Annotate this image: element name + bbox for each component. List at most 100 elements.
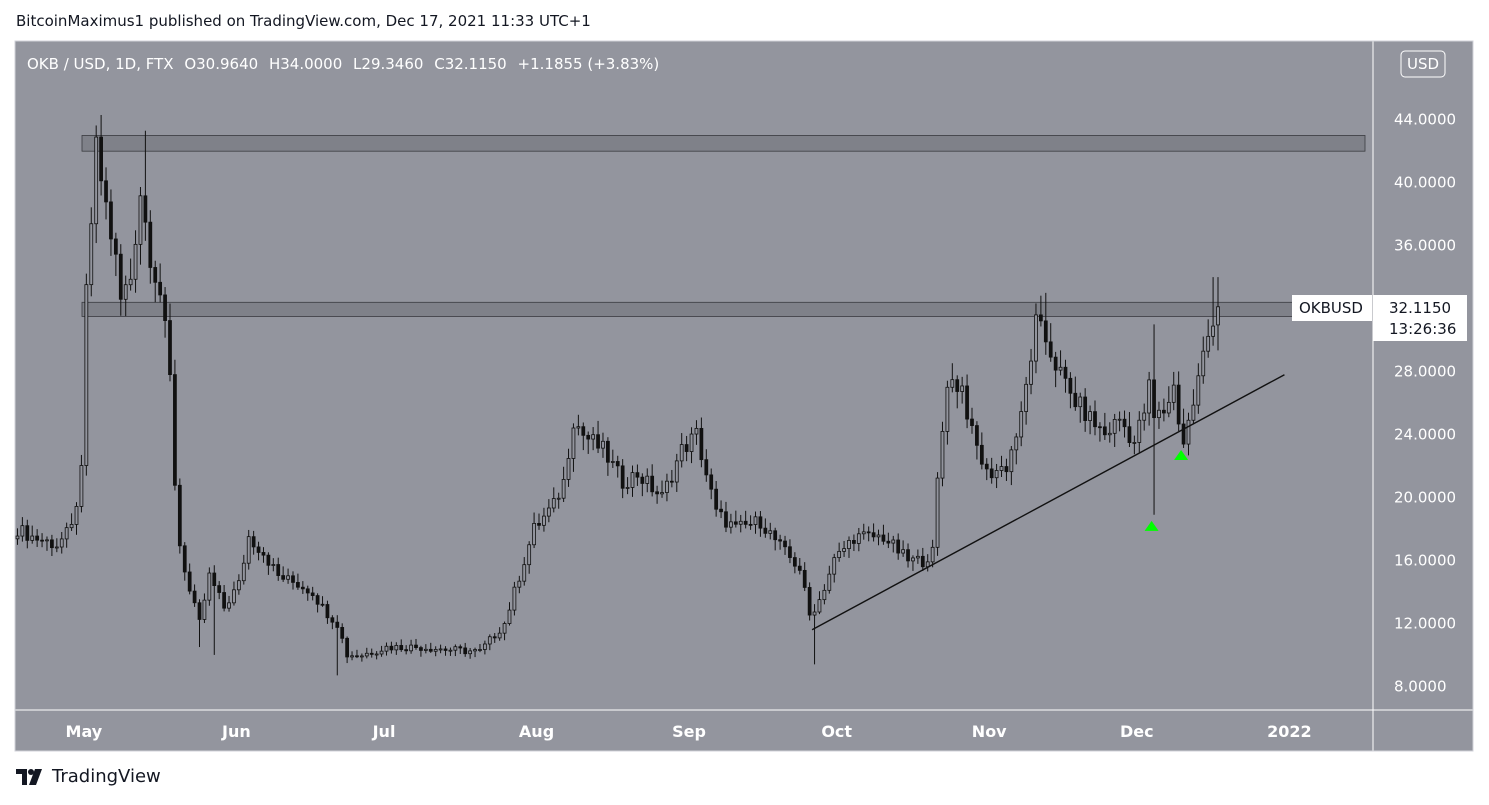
candle-body-down [163, 294, 167, 321]
candle-body-up [689, 433, 694, 452]
candle [30, 525, 35, 544]
candle-body-down [104, 180, 108, 203]
candle-body-up [915, 555, 920, 559]
candle [753, 511, 758, 534]
candle-body-up [1024, 383, 1028, 412]
candle-body-up [630, 472, 635, 488]
candle-body-down [113, 238, 118, 255]
candle-body-up [940, 431, 945, 479]
candle-body-down [699, 427, 704, 461]
plot-background[interactable] [15, 41, 1373, 710]
candle-body-down [1122, 418, 1127, 428]
candle [778, 534, 782, 550]
candle [719, 500, 723, 519]
candle-body-up [911, 557, 915, 562]
price-axis-background[interactable] [1373, 41, 1473, 710]
candle-body-up [660, 492, 664, 495]
candle [684, 435, 689, 462]
candle [473, 647, 477, 658]
candle-body-up [960, 385, 965, 392]
candle-body-up [832, 557, 837, 575]
candle-body-up [1166, 401, 1171, 414]
candle-body-up [610, 461, 615, 463]
candle [414, 638, 418, 650]
candle [994, 463, 999, 489]
candle-body-up [601, 440, 605, 449]
candle [197, 599, 202, 648]
candle [935, 472, 940, 556]
candle-body-down [281, 575, 286, 580]
candle [443, 646, 448, 656]
time-axis-background[interactable] [15, 710, 1373, 751]
candle-body-down [763, 527, 768, 534]
candle-body-down [871, 532, 876, 538]
candle-body-down [399, 645, 404, 651]
candle-body-down [615, 461, 620, 467]
axis-corner [1373, 710, 1473, 751]
candle-body-down [463, 647, 468, 655]
candle [1102, 412, 1107, 440]
candle [1083, 388, 1088, 432]
candle [369, 648, 374, 658]
time-tick-labels: May Jun Jul Aug Sep Oct Nov Dec 2022 [66, 722, 1312, 741]
candle [714, 481, 719, 517]
candle [448, 647, 453, 656]
candle-body-up [999, 466, 1004, 471]
candle [458, 644, 463, 654]
candle [630, 465, 635, 497]
candle [281, 566, 286, 582]
candle [256, 541, 261, 561]
candle-body-up [674, 460, 679, 483]
candle [532, 512, 536, 549]
resistance-zone-1 [81, 135, 1366, 152]
zones-layer [81, 135, 1366, 317]
candle [25, 519, 30, 549]
candle [596, 420, 600, 454]
candle-body-down [1043, 320, 1048, 343]
candle-body-up [546, 507, 551, 517]
candle-body-down [315, 595, 320, 605]
candle [738, 514, 743, 533]
candle-body-up [1137, 419, 1142, 443]
candle [906, 543, 910, 568]
candle [571, 423, 576, 472]
candle [276, 557, 281, 581]
candle-body-down [984, 463, 989, 470]
candle [1043, 292, 1048, 355]
candle-body-up [768, 530, 773, 534]
candle-body-down [773, 530, 778, 541]
candle [837, 542, 842, 562]
price-tick-labels: 8.0000 12.0000 16.0000 20.0000 24.0000 28.000… [1394, 111, 1456, 696]
candle-body-up [1196, 375, 1201, 406]
candle [74, 502, 79, 535]
candle [153, 260, 158, 303]
candle-body-down [266, 554, 271, 566]
candle-body-down [1152, 379, 1156, 419]
candle [217, 581, 222, 600]
candle-body-up [232, 589, 236, 604]
candle-body-up [1206, 335, 1211, 352]
candle [729, 513, 733, 534]
candle [84, 273, 89, 476]
candle-body-up [74, 506, 79, 525]
candle-body-down [1053, 356, 1058, 371]
candle [1019, 401, 1024, 447]
candle [340, 623, 345, 644]
candle [478, 643, 482, 653]
candle-body-down [1162, 409, 1166, 414]
green-arrow-up-icon-1 [1144, 520, 1159, 531]
candle [384, 642, 389, 656]
currency-button[interactable] [1400, 50, 1446, 78]
candle [1137, 411, 1142, 453]
candle [182, 542, 187, 581]
candle-body-up [827, 573, 832, 591]
candle-body-down [428, 648, 433, 652]
currency-button-label[interactable]: USD [1407, 55, 1439, 73]
candle [1009, 446, 1014, 486]
candle [483, 640, 487, 655]
candle-body-down [320, 603, 325, 606]
candle [138, 187, 143, 265]
candle-body-up [271, 564, 276, 566]
candle [542, 507, 546, 532]
